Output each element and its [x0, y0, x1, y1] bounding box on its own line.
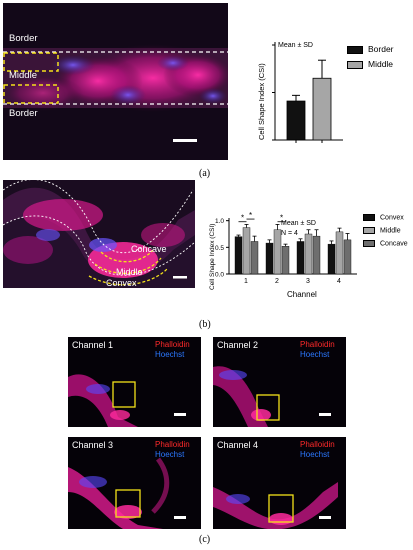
significance-star: * — [241, 214, 244, 223]
region-label-border-top: Border — [9, 33, 38, 44]
scale-bar — [173, 276, 187, 279]
bar-convex-ch2 — [265, 242, 274, 275]
panel-b-legend-convex: Convex — [363, 214, 404, 221]
channel-4-hoechst: Hoechst — [300, 450, 330, 459]
legend-label-border: Border — [368, 44, 394, 54]
panel-a-chart: Cell Shape Index (CSI) Mean ± SD Border … — [245, 28, 410, 153]
scale-bar — [174, 413, 186, 416]
panel-a-annotation: Mean ± SD — [278, 42, 313, 49]
legend-swatch-border — [347, 45, 363, 54]
region-label-middle-b: Middle — [116, 267, 143, 277]
panel-a-legend-middle: Middle — [347, 59, 393, 69]
channel-1-title: Channel 1 — [72, 340, 114, 350]
panel-c-label: (c) — [199, 534, 211, 545]
channel-1-hoechst: Hoechst — [155, 350, 185, 359]
panel-b-chart: 0.0 0.5 1.0 1 2 3 4 * * * Cell Shape Index (CSI) … — [205, 208, 413, 300]
legend-label-convex: Convex — [380, 214, 404, 222]
panel-b-x-axis-title: Channel — [287, 290, 317, 299]
legend-swatch-middle — [347, 60, 363, 69]
scale-bar — [319, 516, 331, 519]
significance-star: * — [280, 214, 283, 223]
scale-bar — [173, 139, 197, 142]
panel-a-y-axis-title: Cell Shape Index (CSI) — [257, 63, 266, 140]
y-tick-label: 0.5 — [215, 245, 224, 252]
x-tick-label: 3 — [306, 278, 310, 285]
panel-a-chart-svg — [272, 42, 343, 143]
region-label-border-bottom: Border — [9, 108, 38, 119]
panel-b-annotation-mean: Mean ± SD — [281, 220, 316, 227]
legend-swatch-convex — [363, 214, 375, 221]
bar-middle — [312, 77, 332, 141]
channel-4-image — [213, 437, 346, 529]
bar-middle-ch1 — [242, 227, 251, 275]
panel-a-label: (a) — [199, 168, 211, 179]
scale-bar — [319, 413, 331, 416]
bar-convex-ch4 — [327, 243, 336, 275]
x-tick-label: 1 — [244, 278, 248, 285]
bar-convex-ch1 — [234, 236, 243, 275]
channel-4-tile: Channel 4 Phalloidin Hoechst — [213, 437, 346, 529]
channel-2-phalloidin: Phalloidin — [300, 340, 335, 349]
panel-a-micrograph: Border Middle Border — [3, 3, 228, 160]
channel-1-phalloidin: Phalloidin — [155, 340, 190, 349]
scale-bar — [174, 516, 186, 519]
legend-label-concave: Concave — [380, 240, 408, 248]
y-tick-label: 0.0 — [215, 272, 224, 279]
panel-b-label: (b) — [199, 319, 211, 330]
x-tick-label: 2 — [275, 278, 279, 285]
bar-middle-ch2 — [273, 229, 282, 275]
panel-a-legend-border: Border — [347, 44, 394, 54]
channel-4-phalloidin: Phalloidin — [300, 440, 335, 449]
bar-middle-ch3 — [304, 233, 313, 275]
bar-convex-ch3 — [296, 241, 305, 275]
channel-1-tile: Channel 1 Phalloidin Hoechst — [68, 337, 201, 427]
channel-2-hoechst: Hoechst — [300, 350, 330, 359]
y-tick-label: 1.0 — [215, 218, 224, 225]
channel-3-hoechst: Hoechst — [155, 450, 185, 459]
panel-b-micrograph: Concave Middle Convex — [3, 180, 195, 288]
significance-star: * — [249, 211, 252, 220]
region-label-middle: Middle — [9, 70, 37, 81]
legend-swatch-concave — [363, 240, 375, 247]
panel-b-fluorescence-image — [3, 180, 195, 288]
channel-1-image — [68, 337, 201, 427]
channel-2-title: Channel 2 — [217, 340, 259, 350]
panel-b-y-axis-title: Cell Shape Index (CSI) — [209, 223, 216, 290]
region-label-concave: Concave — [131, 244, 167, 254]
legend-label-middle: Middle — [368, 59, 394, 69]
bar-middle-ch4 — [335, 231, 344, 275]
legend-swatch-middle-b — [363, 227, 375, 234]
channel-3-title: Channel 3 — [72, 440, 114, 450]
bar-border — [286, 100, 306, 141]
panel-b-legend-middle: Middle — [363, 227, 401, 234]
panel-b-chart-svg: 0.0 0.5 1.0 1 2 3 4 * * * — [215, 211, 357, 285]
panel-b-annotation-n: N = 4 — [281, 230, 298, 237]
bar-concave-ch1 — [250, 241, 259, 275]
channel-2-image — [213, 337, 346, 427]
x-tick-label: 4 — [337, 278, 341, 285]
panel-b-legend-concave: Concave — [363, 240, 408, 247]
legend-label-middle-b: Middle — [380, 227, 401, 235]
panel-a-fluorescence-image — [3, 3, 228, 160]
channel-3-phalloidin: Phalloidin — [155, 440, 190, 449]
channel-3-image — [68, 437, 201, 529]
region-label-convex: Convex — [106, 278, 137, 288]
bar-concave-ch4 — [343, 239, 352, 275]
bar-concave-ch3 — [312, 235, 321, 275]
channel-2-tile: Channel 2 Phalloidin Hoechst — [213, 337, 346, 427]
channel-4-title: Channel 4 — [217, 440, 259, 450]
channel-3-tile: Channel 3 Phalloidin Hoechst — [68, 437, 201, 529]
bar-concave-ch2 — [281, 246, 290, 275]
